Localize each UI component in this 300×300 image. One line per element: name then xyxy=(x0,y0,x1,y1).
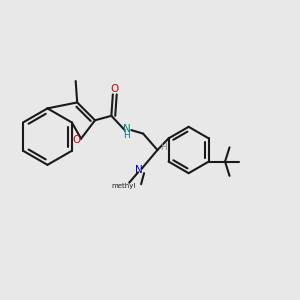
Text: H: H xyxy=(160,142,167,152)
Text: H: H xyxy=(123,131,130,140)
Text: O: O xyxy=(110,84,118,94)
Text: O: O xyxy=(73,135,81,145)
Text: N: N xyxy=(135,165,143,175)
Text: methyl: methyl xyxy=(112,183,136,189)
Text: N: N xyxy=(123,124,130,134)
